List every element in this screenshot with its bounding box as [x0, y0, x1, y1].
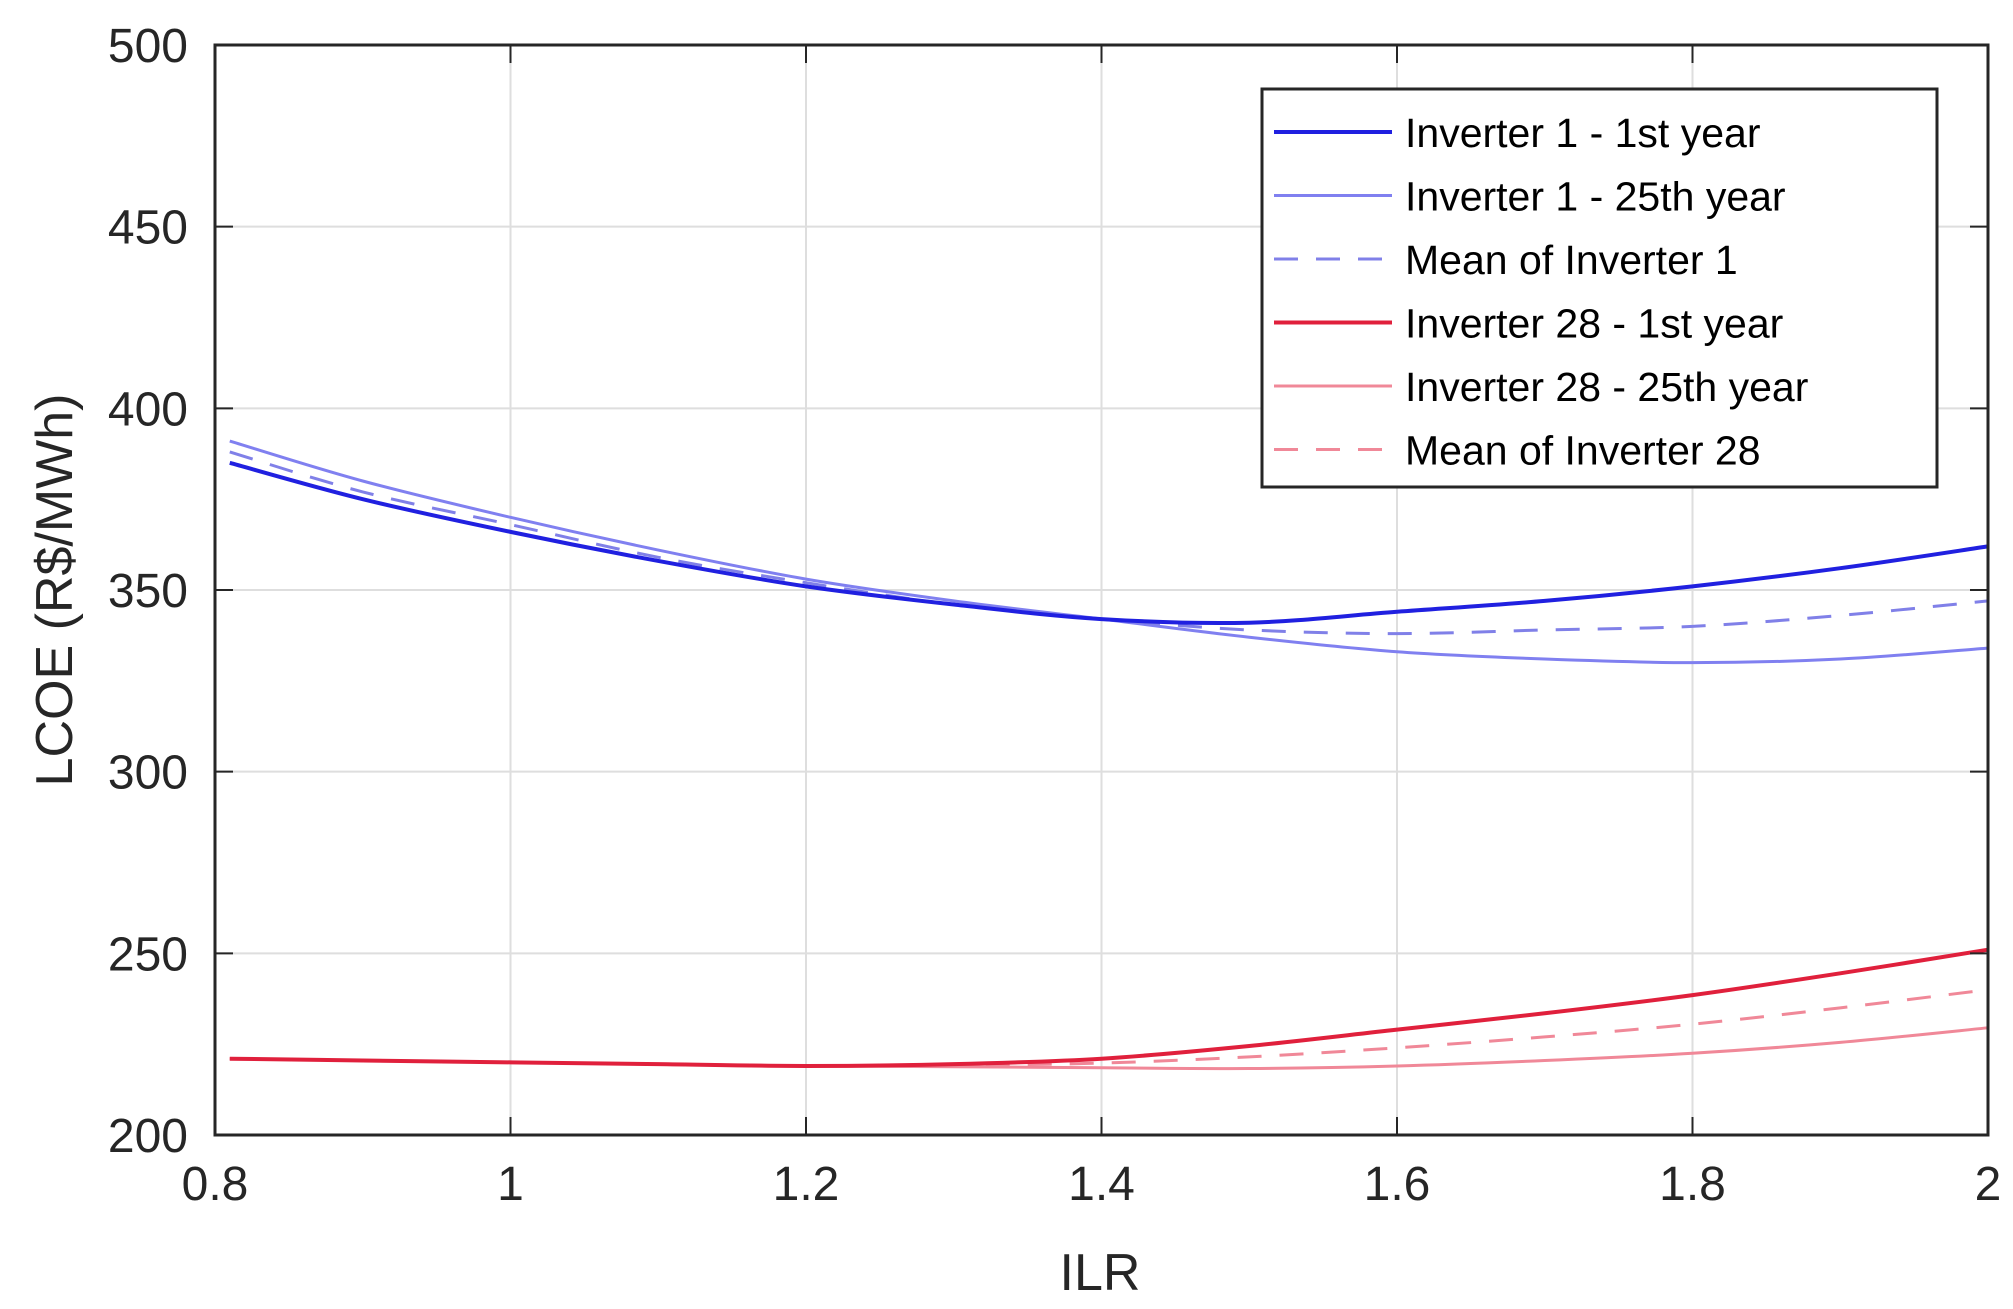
- legend-label: Inverter 1 - 1st year: [1405, 110, 1760, 156]
- legend-label: Inverter 28 - 25th year: [1405, 364, 1808, 410]
- x-tick-label: 1.4: [1068, 1158, 1135, 1211]
- x-tick-label: 1.6: [1364, 1158, 1431, 1211]
- legend-label: Mean of Inverter 1: [1405, 237, 1738, 283]
- legend-item: Inverter 1 - 1st year: [1274, 110, 1760, 156]
- x-tick-label: 1: [497, 1158, 524, 1211]
- y-tick-label: 250: [108, 928, 188, 981]
- legend-item: Inverter 28 - 25th year: [1274, 364, 1808, 410]
- legend-label: Mean of Inverter 28: [1405, 428, 1761, 474]
- series-line-inverter-28-1st-year: [229, 947, 1989, 1068]
- y-tick-label: 500: [108, 20, 188, 73]
- x-tick-label: 1.2: [773, 1158, 840, 1211]
- y-tick-label: 450: [108, 202, 188, 255]
- legend: Inverter 1 - 1st year Inverter 1 - 25th y…: [1260, 87, 1939, 489]
- legend-item: Mean of Inverter 28: [1274, 428, 1761, 474]
- legend-box: [1260, 87, 1939, 489]
- y-axis-ticks: 200 250 300 350 400 450 500: [108, 20, 1988, 1163]
- series-line-inverter-1-1st-year: [229, 460, 1989, 626]
- x-tick-label: 0.8: [182, 1158, 249, 1211]
- x-tick-label: 2: [1975, 1158, 2002, 1211]
- legend-item: Mean of Inverter 1: [1274, 237, 1738, 283]
- x-tick-label: 1.8: [1659, 1158, 1726, 1211]
- y-axis-label: LCOE (R$/MWh): [26, 394, 84, 787]
- legend-item: Inverter 28 - 1st year: [1274, 301, 1783, 347]
- y-tick-label: 300: [108, 747, 188, 800]
- x-axis-label: ILR: [1060, 1244, 1141, 1302]
- x-axis-ticks: 0.8 1 1.2 1.4 1.6 1.8 2: [182, 45, 2002, 1211]
- legend-item: Inverter 1 - 25th year: [1274, 174, 1786, 220]
- legend-label: Inverter 1 - 25th year: [1405, 174, 1786, 220]
- y-tick-label: 350: [108, 565, 188, 618]
- y-tick-label: 400: [108, 383, 188, 436]
- y-tick-label: 200: [108, 1110, 188, 1163]
- data-series: [229, 439, 1989, 1071]
- legend-label: Inverter 28 - 1st year: [1405, 301, 1783, 347]
